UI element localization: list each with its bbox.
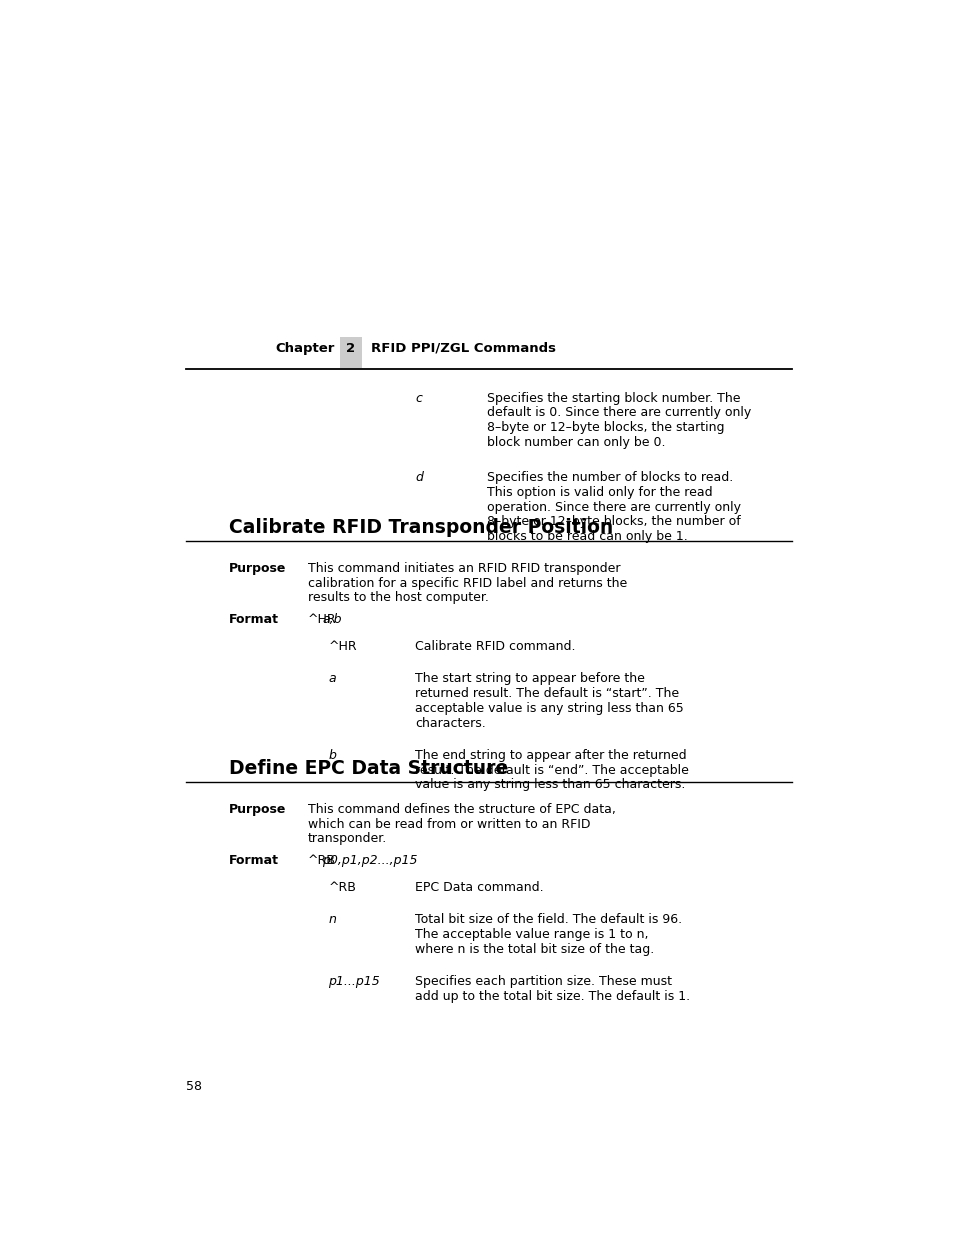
FancyBboxPatch shape (339, 337, 361, 368)
Text: a,b: a,b (322, 614, 341, 626)
Text: value is any string less than 65 characters.: value is any string less than 65 charact… (415, 778, 684, 792)
Text: Purpose: Purpose (229, 562, 286, 574)
Text: Chapter: Chapter (275, 342, 335, 354)
Text: n: n (328, 914, 336, 926)
Text: Calibrate RFID Transponder Position: Calibrate RFID Transponder Position (229, 517, 612, 537)
Text: 58: 58 (186, 1079, 202, 1093)
Text: This option is valid only for the read: This option is valid only for the read (487, 485, 712, 499)
Text: b: b (328, 748, 336, 762)
Text: d: d (415, 471, 422, 484)
Text: ^RB: ^RB (308, 855, 335, 867)
Text: EPC Data command.: EPC Data command. (415, 881, 543, 894)
Text: 2: 2 (346, 342, 355, 354)
Text: acceptable value is any string less than 65: acceptable value is any string less than… (415, 701, 683, 715)
Text: 8–byte or 12–byte blocks, the starting: 8–byte or 12–byte blocks, the starting (487, 421, 724, 433)
Text: p0,p1,p2...,p15: p0,p1,p2...,p15 (322, 855, 417, 867)
Text: Total bit size of the field. The default is 96.: Total bit size of the field. The default… (415, 914, 681, 926)
Text: calibration for a specific RFID label and returns the: calibration for a specific RFID label an… (308, 577, 626, 589)
Text: add up to the total bit size. The default is 1.: add up to the total bit size. The defaul… (415, 990, 689, 1003)
Text: Format: Format (229, 855, 278, 867)
Text: The acceptable value range is 1 to n,: The acceptable value range is 1 to n, (415, 927, 648, 941)
Text: Define EPC Data Structure: Define EPC Data Structure (229, 760, 507, 778)
Text: 8–byte or 12–byte blocks, the number of: 8–byte or 12–byte blocks, the number of (487, 515, 740, 529)
Text: The end string to appear after the returned: The end string to appear after the retur… (415, 748, 686, 762)
Text: Purpose: Purpose (229, 803, 286, 816)
Text: Specifies the starting block number. The: Specifies the starting block number. The (487, 391, 740, 405)
Text: Calibrate RFID command.: Calibrate RFID command. (415, 640, 575, 653)
Text: default is 0. Since there are currently only: default is 0. Since there are currently … (487, 406, 751, 419)
Text: returned result. The default is “start”. The: returned result. The default is “start”.… (415, 687, 679, 700)
Text: results to the host computer.: results to the host computer. (308, 592, 488, 604)
Text: Specifies the number of blocks to read.: Specifies the number of blocks to read. (487, 471, 733, 484)
Text: Specifies each partition size. These must: Specifies each partition size. These mus… (415, 976, 671, 988)
Text: block number can only be 0.: block number can only be 0. (487, 436, 665, 448)
Text: a: a (328, 672, 335, 685)
Text: Format: Format (229, 614, 278, 626)
Text: p1...p15: p1...p15 (328, 976, 380, 988)
Text: This command defines the structure of EPC data,: This command defines the structure of EP… (308, 803, 615, 816)
Text: This command initiates an RFID RFID transponder: This command initiates an RFID RFID tran… (308, 562, 619, 574)
Text: which can be read from or written to an RFID: which can be read from or written to an … (308, 818, 590, 830)
Text: ^HR: ^HR (328, 640, 356, 653)
Text: result. The default is “end”. The acceptable: result. The default is “end”. The accept… (415, 763, 688, 777)
Text: ^HR: ^HR (308, 614, 336, 626)
Text: blocks to be read can only be 1.: blocks to be read can only be 1. (487, 530, 687, 543)
Text: transponder.: transponder. (308, 832, 387, 845)
Text: where n is the total bit size of the tag.: where n is the total bit size of the tag… (415, 942, 654, 956)
Text: ^RB: ^RB (328, 881, 356, 894)
Text: c: c (415, 391, 421, 405)
Text: operation. Since there are currently only: operation. Since there are currently onl… (487, 500, 740, 514)
Text: RFID PPI/ZGL Commands: RFID PPI/ZGL Commands (370, 342, 555, 354)
Text: The start string to appear before the: The start string to appear before the (415, 672, 644, 685)
Text: characters.: characters. (415, 716, 485, 730)
